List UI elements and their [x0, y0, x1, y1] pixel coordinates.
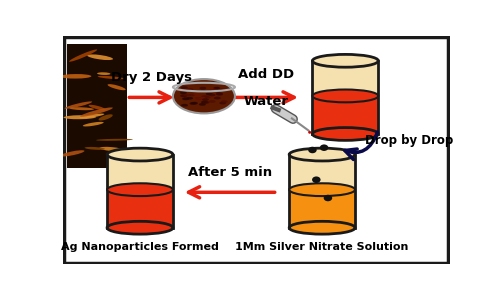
Ellipse shape	[312, 54, 378, 67]
Ellipse shape	[108, 84, 126, 90]
Ellipse shape	[308, 131, 312, 134]
Ellipse shape	[88, 105, 106, 110]
Ellipse shape	[107, 183, 173, 196]
Ellipse shape	[202, 101, 209, 104]
Ellipse shape	[199, 103, 206, 106]
Ellipse shape	[202, 95, 208, 98]
Ellipse shape	[80, 113, 104, 118]
Ellipse shape	[173, 79, 235, 113]
FancyBboxPatch shape	[64, 37, 448, 263]
Ellipse shape	[194, 97, 201, 100]
Ellipse shape	[64, 101, 92, 109]
Ellipse shape	[191, 102, 198, 105]
Ellipse shape	[214, 87, 220, 90]
Ellipse shape	[83, 122, 103, 127]
Ellipse shape	[60, 150, 84, 157]
Ellipse shape	[87, 54, 113, 60]
Ellipse shape	[221, 100, 228, 103]
Text: Add DD: Add DD	[238, 68, 294, 81]
Ellipse shape	[218, 88, 225, 91]
Ellipse shape	[308, 147, 316, 153]
Ellipse shape	[312, 89, 378, 102]
Polygon shape	[312, 96, 378, 134]
Ellipse shape	[200, 89, 206, 92]
Ellipse shape	[312, 176, 320, 183]
Ellipse shape	[216, 93, 223, 96]
Ellipse shape	[320, 144, 328, 151]
Ellipse shape	[181, 86, 188, 89]
Ellipse shape	[180, 94, 187, 97]
Ellipse shape	[70, 107, 94, 110]
Ellipse shape	[69, 49, 97, 62]
Ellipse shape	[210, 89, 217, 92]
Ellipse shape	[289, 148, 355, 161]
Ellipse shape	[98, 76, 124, 79]
Ellipse shape	[216, 92, 223, 95]
Ellipse shape	[186, 97, 193, 99]
Ellipse shape	[80, 108, 113, 117]
Ellipse shape	[97, 72, 110, 75]
Ellipse shape	[289, 183, 355, 196]
Ellipse shape	[215, 90, 222, 92]
Ellipse shape	[180, 94, 188, 97]
Polygon shape	[289, 190, 355, 228]
Ellipse shape	[194, 93, 200, 96]
Ellipse shape	[100, 147, 124, 151]
Text: Dry 2 Days: Dry 2 Days	[111, 71, 192, 84]
Ellipse shape	[324, 195, 332, 201]
Ellipse shape	[188, 94, 196, 96]
Ellipse shape	[180, 91, 187, 94]
Ellipse shape	[182, 97, 189, 100]
Ellipse shape	[201, 101, 208, 103]
Ellipse shape	[98, 114, 113, 121]
Polygon shape	[312, 61, 378, 96]
Ellipse shape	[209, 94, 216, 97]
Ellipse shape	[206, 92, 212, 95]
Ellipse shape	[64, 115, 96, 119]
Text: Water: Water	[244, 95, 288, 108]
Polygon shape	[107, 154, 173, 190]
Ellipse shape	[180, 89, 186, 91]
Text: After 5 min: After 5 min	[188, 165, 272, 178]
Ellipse shape	[186, 88, 194, 91]
Ellipse shape	[200, 87, 206, 89]
Ellipse shape	[220, 102, 226, 105]
Ellipse shape	[210, 89, 217, 91]
Ellipse shape	[96, 139, 133, 141]
Ellipse shape	[107, 148, 173, 161]
FancyArrowPatch shape	[345, 132, 378, 159]
Ellipse shape	[214, 97, 221, 99]
Text: 1Mm Silver Nitrate Solution: 1Mm Silver Nitrate Solution	[236, 242, 409, 252]
Ellipse shape	[289, 221, 355, 234]
Text: Ag Nanoparticles Formed: Ag Nanoparticles Formed	[61, 242, 219, 252]
Polygon shape	[289, 154, 355, 190]
Ellipse shape	[84, 147, 105, 150]
Ellipse shape	[204, 96, 211, 99]
Ellipse shape	[208, 100, 216, 103]
Ellipse shape	[208, 94, 216, 96]
Ellipse shape	[60, 74, 92, 79]
Ellipse shape	[190, 102, 196, 105]
FancyBboxPatch shape	[67, 44, 127, 168]
Ellipse shape	[184, 94, 190, 97]
Ellipse shape	[202, 98, 209, 101]
Ellipse shape	[181, 104, 188, 107]
Ellipse shape	[195, 97, 202, 100]
Polygon shape	[107, 190, 173, 228]
Ellipse shape	[107, 221, 173, 234]
Ellipse shape	[182, 97, 189, 100]
Text: Drop by Drop: Drop by Drop	[365, 134, 454, 147]
Ellipse shape	[199, 97, 206, 100]
Ellipse shape	[312, 128, 378, 140]
